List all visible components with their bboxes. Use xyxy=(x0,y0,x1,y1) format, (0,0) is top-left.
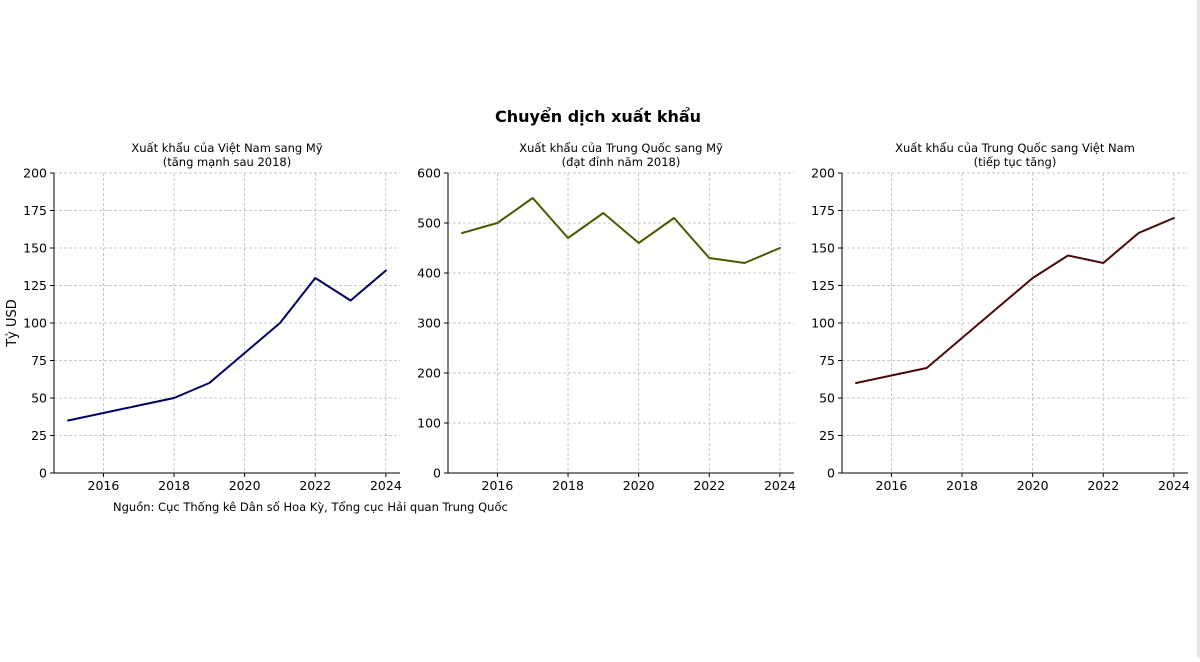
chart-title-line1: Xuất khẩu của Trung Quốc sang Việt Nam xyxy=(895,141,1135,155)
y-tick-label: 0 xyxy=(827,466,835,481)
x-tick-label: 2016 xyxy=(482,478,514,493)
y-axis-label: Tỷ USD xyxy=(5,299,20,348)
y-tick-label: 50 xyxy=(819,391,835,406)
chart-2: 2016 2018 2020 2022 2024 0 100 200 300 400 500 600 X… xyxy=(417,141,796,493)
y-tick-label: 175 xyxy=(811,203,835,218)
y-tick-label: 0 xyxy=(39,466,47,481)
y-tick-label: 50 xyxy=(31,391,47,406)
chart-title-line1: Xuất khẩu của Việt Nam sang Mỹ xyxy=(131,141,322,155)
y-tick-label: 175 xyxy=(23,203,47,218)
right-edge-border xyxy=(1197,0,1200,658)
figure-title: Chuyển dịch xuất khẩu xyxy=(495,107,701,126)
chart-title-line2: (tiếp tục tăng) xyxy=(974,155,1057,169)
series-line xyxy=(461,197,781,264)
x-tick-label: 2018 xyxy=(552,478,584,493)
x-tick-label: 2024 xyxy=(764,478,796,493)
x-tick-label: 2022 xyxy=(1087,478,1119,493)
x-tick-label: 2024 xyxy=(370,478,402,493)
y-tick-label: 200 xyxy=(811,166,835,181)
chart-title-line2: (đạt đỉnh năm 2018) xyxy=(562,155,681,169)
y-tick-label: 25 xyxy=(819,428,835,443)
y-tick-label: 100 xyxy=(23,316,47,331)
x-tick-label: 2022 xyxy=(299,478,331,493)
y-tick-label: 75 xyxy=(31,353,47,368)
y-tick-label: 25 xyxy=(31,428,47,443)
x-tick-label: 2018 xyxy=(946,478,978,493)
y-tick-label: 125 xyxy=(811,278,835,293)
y-tick-label: 150 xyxy=(811,241,835,256)
y-tick-label: 75 xyxy=(819,353,835,368)
x-tick-label: 2020 xyxy=(1017,478,1049,493)
y-tick-label: 100 xyxy=(417,416,441,431)
x-tick-label: 2016 xyxy=(876,478,908,493)
series-line xyxy=(855,217,1175,384)
chart-1: 2016 2018 2020 2022 2024 0 25 50 75 100 125 150 175 2… xyxy=(5,141,402,493)
x-tick-label: 2020 xyxy=(623,478,655,493)
charts-layer: 2016 2018 2020 2022 2024 0 25 50 75 100 125 150 175 2… xyxy=(5,141,1190,493)
y-tick-label: 100 xyxy=(811,316,835,331)
y-tick-label: 200 xyxy=(417,366,441,381)
x-tick-label: 2016 xyxy=(88,478,120,493)
y-tick-label: 600 xyxy=(417,166,441,181)
series-line xyxy=(67,269,387,422)
x-tick-label: 2020 xyxy=(229,478,261,493)
chart-3: 2016 2018 2020 2022 2024 0 25 50 75 100 125 150 175 2… xyxy=(811,141,1190,493)
y-tick-label: 300 xyxy=(417,316,441,331)
y-tick-label: 125 xyxy=(23,278,47,293)
y-tick-label: 200 xyxy=(23,166,47,181)
y-tick-label: 500 xyxy=(417,216,441,231)
x-tick-label: 2018 xyxy=(158,478,190,493)
chart-title-line1: Xuất khẩu của Trung Quốc sang Mỹ xyxy=(519,141,723,155)
source-note: Nguồn: Cục Thống kê Dân số Hoa Kỳ, Tổng … xyxy=(113,500,508,514)
y-tick-label: 150 xyxy=(23,241,47,256)
y-tick-label: 0 xyxy=(433,466,441,481)
x-tick-label: 2024 xyxy=(1158,478,1190,493)
x-tick-label: 2022 xyxy=(693,478,725,493)
chart-title-line2: (tăng mạnh sau 2018) xyxy=(163,155,292,169)
y-tick-label: 400 xyxy=(417,266,441,281)
